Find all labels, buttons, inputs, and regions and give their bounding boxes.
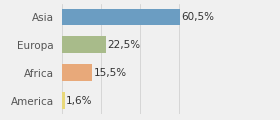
Text: 15,5%: 15,5%: [94, 68, 127, 78]
Text: 1,6%: 1,6%: [66, 96, 93, 106]
Bar: [62, 64, 92, 81]
Bar: [62, 92, 65, 109]
Bar: [62, 36, 106, 53]
Text: 22,5%: 22,5%: [107, 40, 140, 50]
Text: 60,5%: 60,5%: [182, 12, 215, 22]
Bar: [62, 9, 180, 25]
